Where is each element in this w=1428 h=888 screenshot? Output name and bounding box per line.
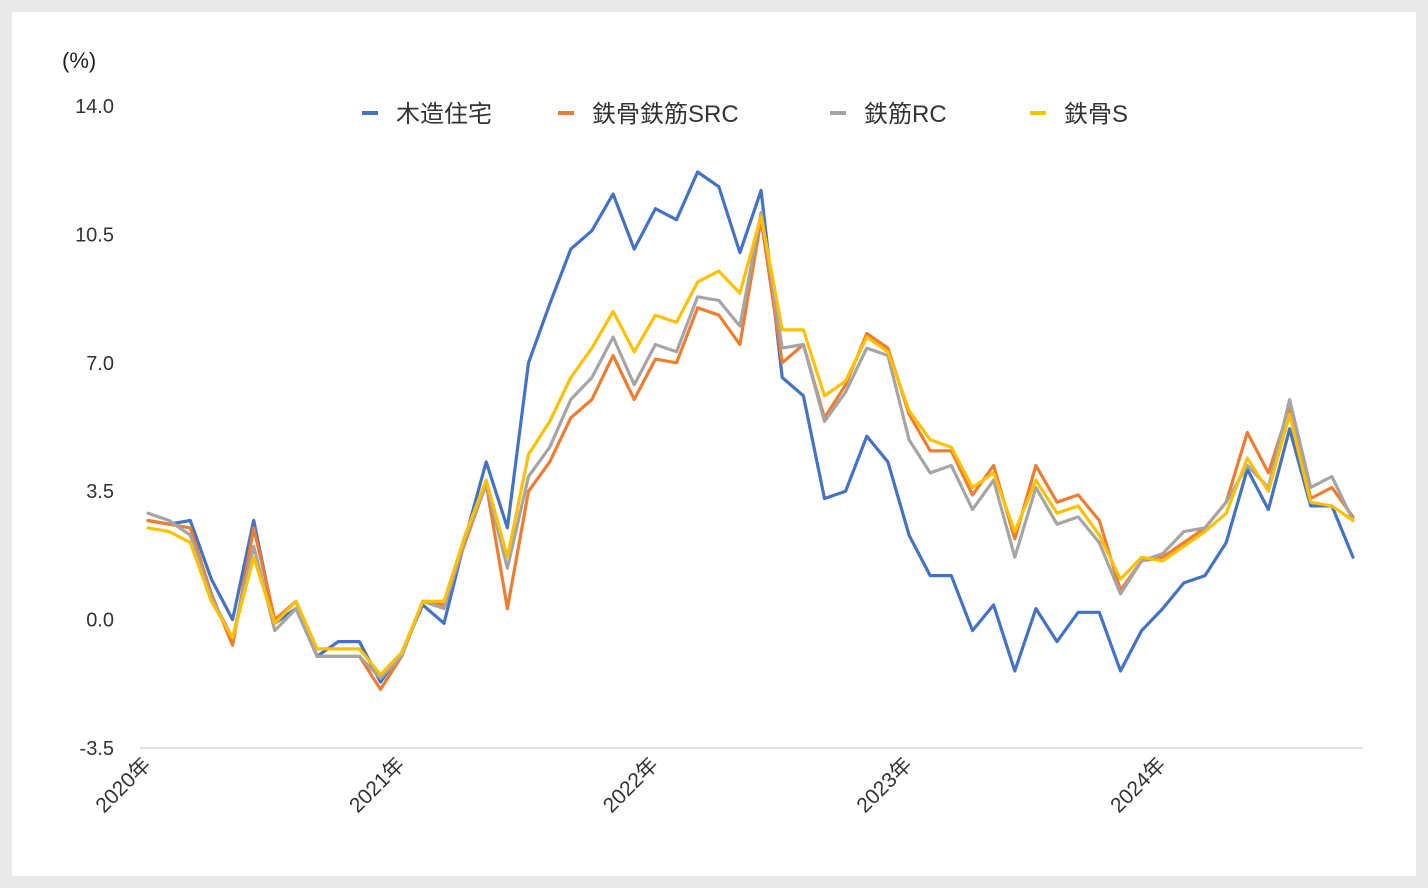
x-tick-label: 2021年 xyxy=(345,753,409,817)
series-lines xyxy=(146,170,1355,691)
chart-panel: (%) 14.0 10.5 7.0 3.5 0.0 -3.5 2020年 2021年 2022… xyxy=(12,12,1416,876)
x-tick-label: 2022年 xyxy=(599,753,663,817)
y-axis-ticks: 14.0 10.5 7.0 3.5 0.0 -3.5 xyxy=(75,96,114,760)
y-tick-label: 0.0 xyxy=(86,610,114,632)
x-tick-label: 2020年 xyxy=(91,753,155,817)
y-tick-label: 3.5 xyxy=(86,481,114,503)
legend-label: 木造住宅 xyxy=(396,101,492,128)
legend-label: 鉄骨鉄筋SRC xyxy=(592,101,739,128)
x-tick-label: 2024年 xyxy=(1106,753,1170,817)
y-tick-label: 7.0 xyxy=(86,353,114,375)
line-chart: (%) 14.0 10.5 7.0 3.5 0.0 -3.5 2020年 2021年 2022… xyxy=(62,48,1363,817)
series-line xyxy=(146,210,1355,680)
x-tick-label: 2023年 xyxy=(852,753,916,817)
legend: 木造住宅 鉄骨鉄筋SRC 鉄筋RC 鉄骨S xyxy=(362,101,1128,128)
y-unit-label: (%) xyxy=(62,48,96,73)
x-axis-ticks: 2020年 2021年 2022年 2023年 2024年 xyxy=(91,753,1170,817)
y-tick-label: 10.5 xyxy=(75,224,114,246)
series-line xyxy=(146,214,1355,677)
y-tick-label: -3.5 xyxy=(80,738,114,760)
legend-label: 鉄骨S xyxy=(1064,101,1128,128)
y-tick-label: 14.0 xyxy=(75,96,114,118)
series-line xyxy=(146,218,1355,691)
legend-label: 鉄筋RC xyxy=(864,101,947,128)
series-line xyxy=(146,170,1355,684)
